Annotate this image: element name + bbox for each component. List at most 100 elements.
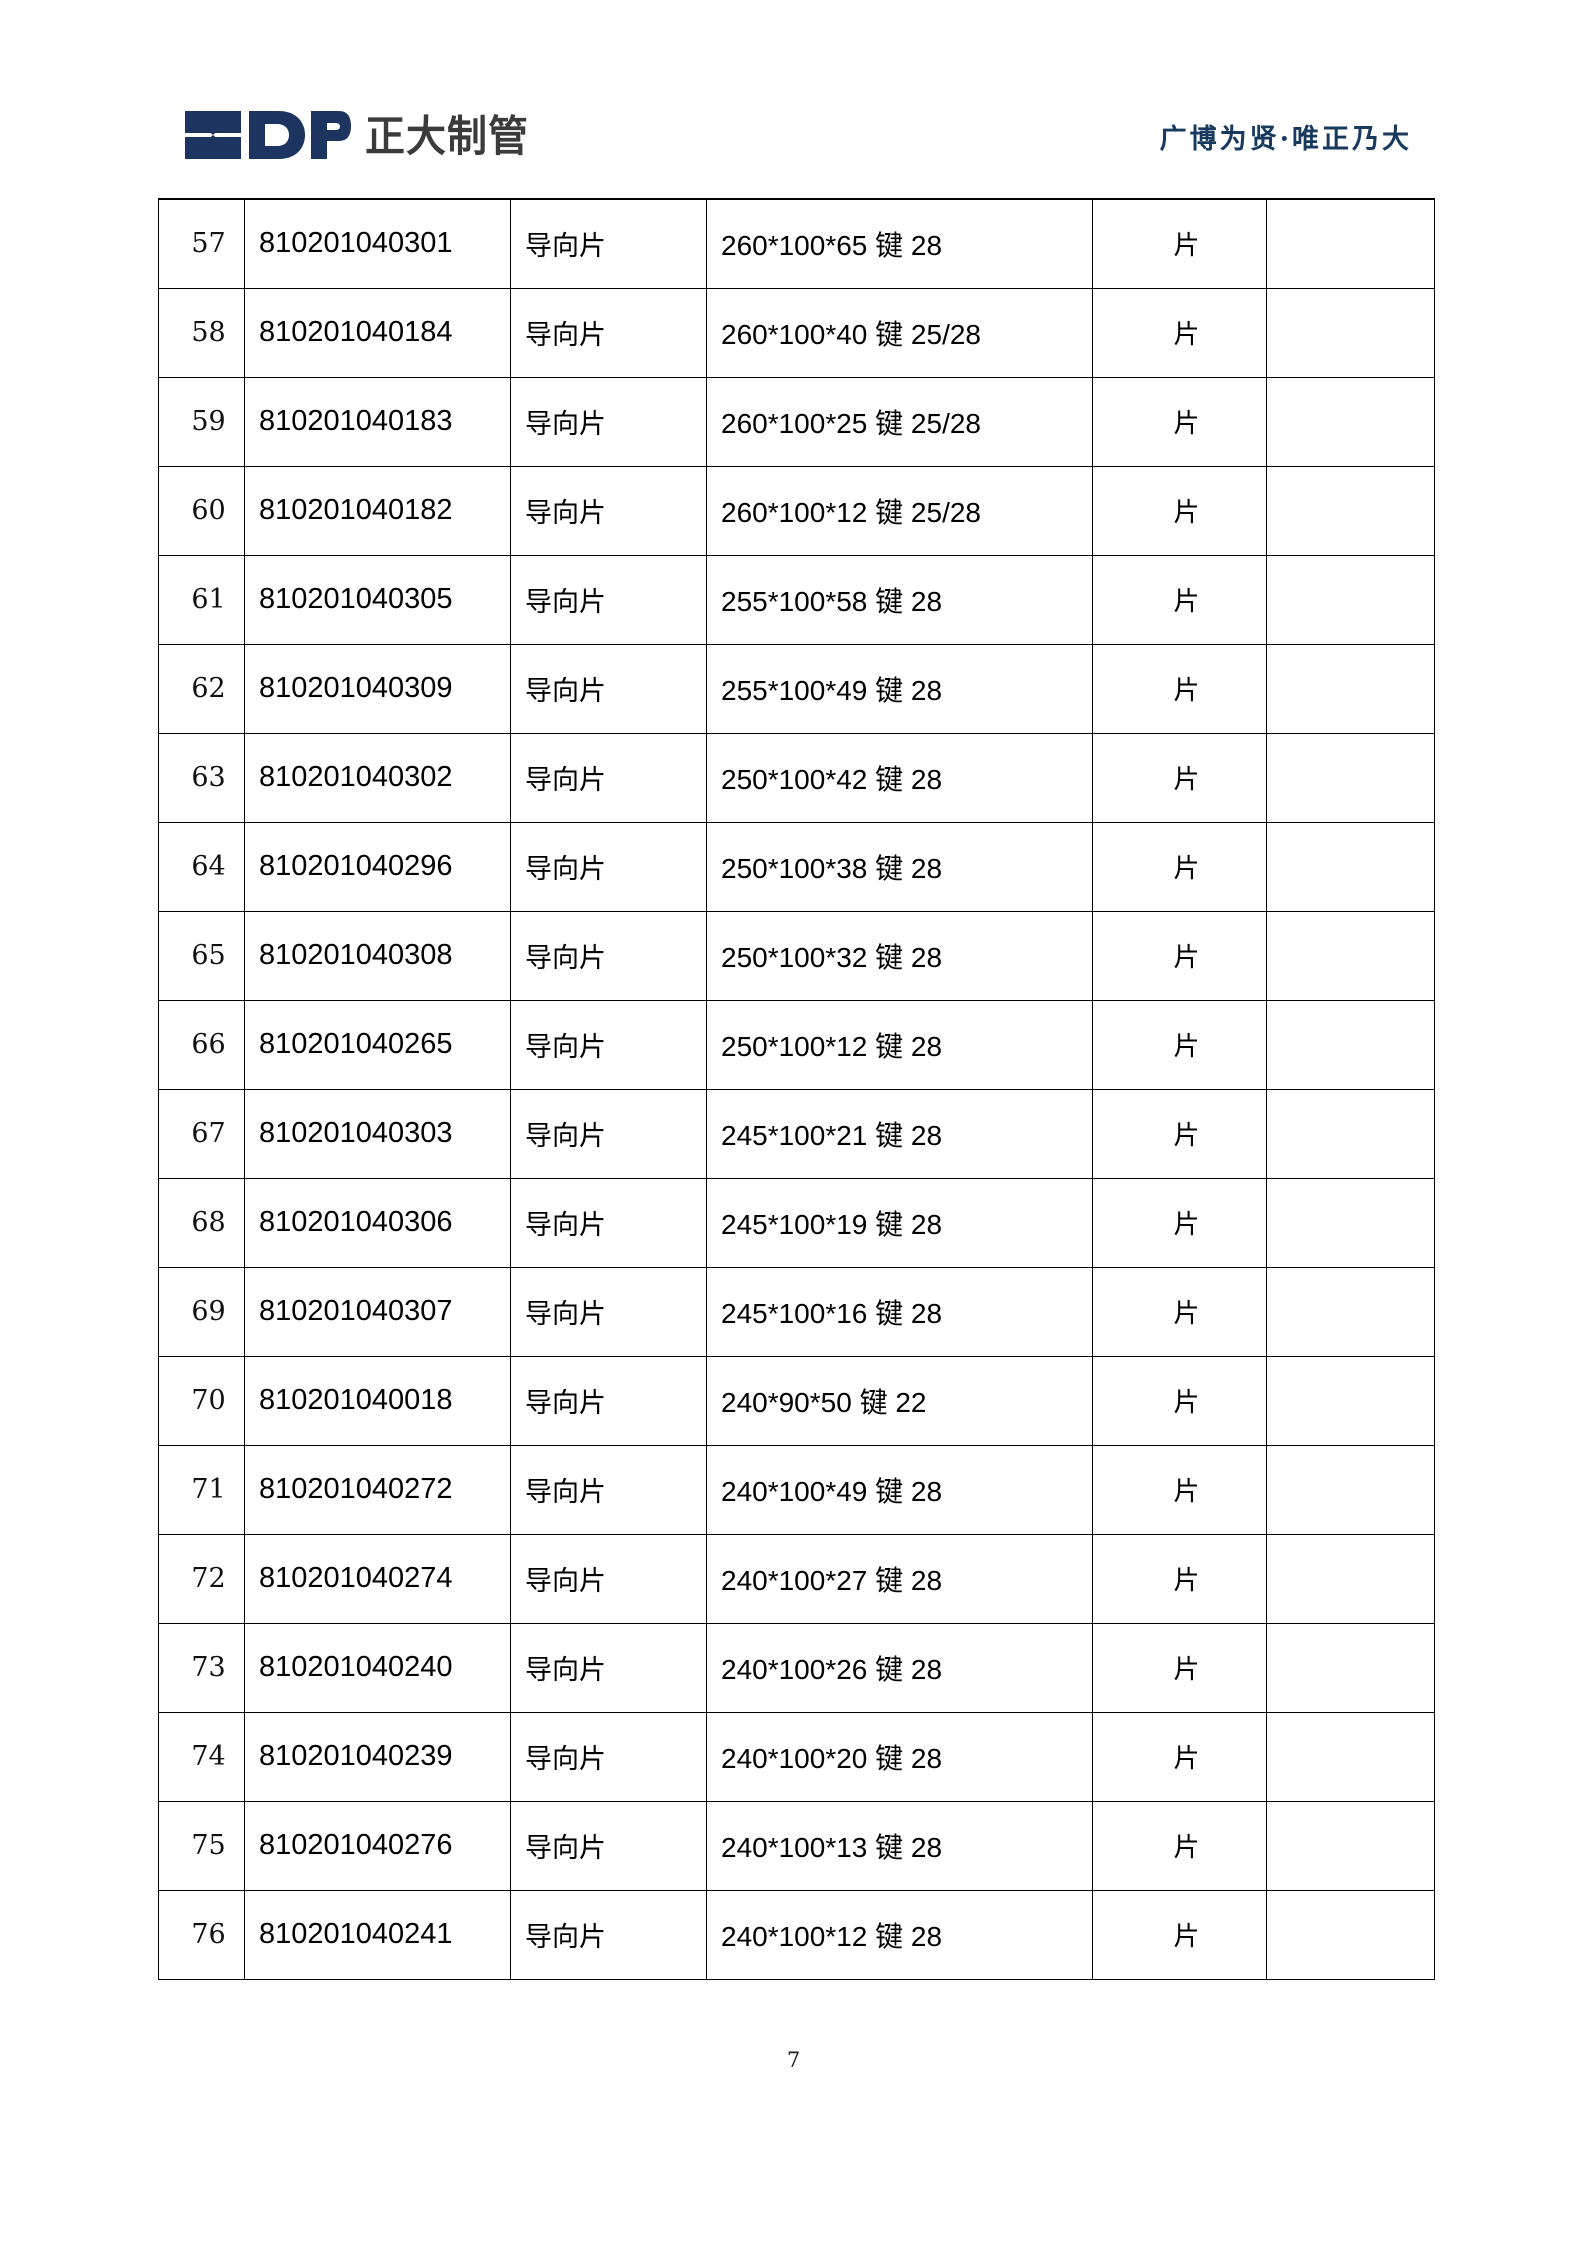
page-footer: 7	[0, 2048, 1587, 2072]
table-row: 70 810201040018 导向片 240*90*50 键 22 片	[158, 1355, 1435, 1446]
cell-name: 导向片	[510, 732, 707, 823]
cell-unit: 片	[1092, 732, 1267, 823]
cell-name: 导向片	[510, 999, 707, 1090]
cell-spec: 255*100*58 键 28	[706, 554, 1093, 645]
cell-no: 72	[158, 1533, 245, 1624]
table-row: 62 810201040309 导向片 255*100*49 键 28 片	[158, 643, 1435, 734]
table-row: 75 810201040276 导向片 240*100*13 键 28 片	[158, 1800, 1435, 1891]
cell-code: 810201040306	[244, 1177, 511, 1268]
cell-name: 导向片	[510, 198, 707, 289]
cell-code: 810201040309	[244, 643, 511, 734]
cell-spec: 250*100*32 键 28	[706, 910, 1093, 1001]
cell-code: 810201040308	[244, 910, 511, 1001]
cell-code: 810201040305	[244, 554, 511, 645]
company-tagline: 广博为贤·唯正乃大	[1159, 124, 1412, 155]
cell-spec: 260*100*65 键 28	[706, 198, 1093, 289]
cell-no: 62	[158, 643, 245, 734]
cell-name: 导向片	[510, 910, 707, 1001]
table-row: 59 810201040183 导向片 260*100*25 键 25/28 片	[158, 376, 1435, 467]
table-row: 66 810201040265 导向片 250*100*12 键 28 片	[158, 999, 1435, 1090]
cell-spec: 240*100*12 键 28	[706, 1889, 1093, 1980]
cell-no: 61	[158, 554, 245, 645]
cell-unit: 片	[1092, 643, 1267, 734]
cell-code: 810201040018	[244, 1355, 511, 1446]
cell-spec: 260*100*25 键 25/28	[706, 376, 1093, 467]
table-row: 65 810201040308 导向片 250*100*32 键 28 片	[158, 910, 1435, 1001]
cell-name: 导向片	[510, 1088, 707, 1179]
cell-code: 810201040265	[244, 999, 511, 1090]
cell-name: 导向片	[510, 821, 707, 912]
cell-code: 810201040239	[244, 1711, 511, 1802]
cell-spec: 245*100*16 键 28	[706, 1266, 1093, 1357]
cell-qty	[1266, 287, 1435, 378]
cell-unit: 片	[1092, 1622, 1267, 1713]
cell-name: 导向片	[510, 287, 707, 378]
cell-no: 69	[158, 1266, 245, 1357]
cell-unit: 片	[1092, 1533, 1267, 1624]
table-row: 69 810201040307 导向片 245*100*16 键 28 片	[158, 1266, 1435, 1357]
cell-qty	[1266, 1533, 1435, 1624]
cell-unit: 片	[1092, 1800, 1267, 1891]
cell-code: 810201040184	[244, 287, 511, 378]
cell-no: 64	[158, 821, 245, 912]
cell-spec: 240*100*27 键 28	[706, 1533, 1093, 1624]
cell-spec: 245*100*21 键 28	[706, 1088, 1093, 1179]
cell-spec: 250*100*38 键 28	[706, 821, 1093, 912]
table-row: 61 810201040305 导向片 255*100*58 键 28 片	[158, 554, 1435, 645]
table-row: 76 810201040241 导向片 240*100*12 键 28 片	[158, 1889, 1435, 1980]
cell-spec: 250*100*42 键 28	[706, 732, 1093, 823]
cell-unit: 片	[1092, 1177, 1267, 1268]
table-row: 72 810201040274 导向片 240*100*27 键 28 片	[158, 1533, 1435, 1624]
cell-no: 76	[158, 1889, 245, 1980]
cell-unit: 片	[1092, 821, 1267, 912]
company-logo: 正大制管	[183, 108, 529, 166]
cell-name: 导向片	[510, 1622, 707, 1713]
cell-qty	[1266, 732, 1435, 823]
cell-qty	[1266, 1088, 1435, 1179]
cell-name: 导向片	[510, 1266, 707, 1357]
cell-unit: 片	[1092, 376, 1267, 467]
page-number: 7	[786, 2048, 801, 2072]
cell-no: 66	[158, 999, 245, 1090]
cell-code: 810201040302	[244, 732, 511, 823]
cell-qty	[1266, 554, 1435, 645]
cell-code: 810201040272	[244, 1444, 511, 1535]
cell-unit: 片	[1092, 910, 1267, 1001]
cell-no: 60	[158, 465, 245, 556]
cell-qty	[1266, 1266, 1435, 1357]
letterhead: 正大制管 广博为贤·唯正乃大	[0, 108, 1587, 180]
cell-name: 导向片	[510, 1533, 707, 1624]
cell-no: 71	[158, 1444, 245, 1535]
cell-qty	[1266, 1889, 1435, 1980]
table-row: 71 810201040272 导向片 240*100*49 键 28 片	[158, 1444, 1435, 1535]
cell-qty	[1266, 1355, 1435, 1446]
cell-code: 810201040183	[244, 376, 511, 467]
cell-name: 导向片	[510, 465, 707, 556]
table-row: 67 810201040303 导向片 245*100*21 键 28 片	[158, 1088, 1435, 1179]
cell-qty	[1266, 999, 1435, 1090]
cell-name: 导向片	[510, 1800, 707, 1891]
cell-qty	[1266, 821, 1435, 912]
cell-qty	[1266, 643, 1435, 734]
cell-no: 57	[158, 198, 245, 289]
cell-no: 59	[158, 376, 245, 467]
cell-name: 导向片	[510, 376, 707, 467]
zdp-logo-icon	[183, 107, 351, 168]
cell-code: 810201040274	[244, 1533, 511, 1624]
cell-name: 导向片	[510, 1444, 707, 1535]
cell-spec: 260*100*40 键 25/28	[706, 287, 1093, 378]
cell-spec: 255*100*49 键 28	[706, 643, 1093, 734]
cell-spec: 250*100*12 键 28	[706, 999, 1093, 1090]
cell-unit: 片	[1092, 1355, 1267, 1446]
cell-code: 810201040301	[244, 198, 511, 289]
cell-qty	[1266, 1444, 1435, 1535]
table-row: 73 810201040240 导向片 240*100*26 键 28 片	[158, 1622, 1435, 1713]
cell-qty	[1266, 1800, 1435, 1891]
parts-table: 57 810201040301 导向片 260*100*65 键 28 片 58 81020…	[158, 198, 1435, 1980]
cell-no: 70	[158, 1355, 245, 1446]
cell-no: 68	[158, 1177, 245, 1268]
cell-spec: 240*100*13 键 28	[706, 1800, 1093, 1891]
cell-unit: 片	[1092, 1444, 1267, 1535]
cell-code: 810201040307	[244, 1266, 511, 1357]
